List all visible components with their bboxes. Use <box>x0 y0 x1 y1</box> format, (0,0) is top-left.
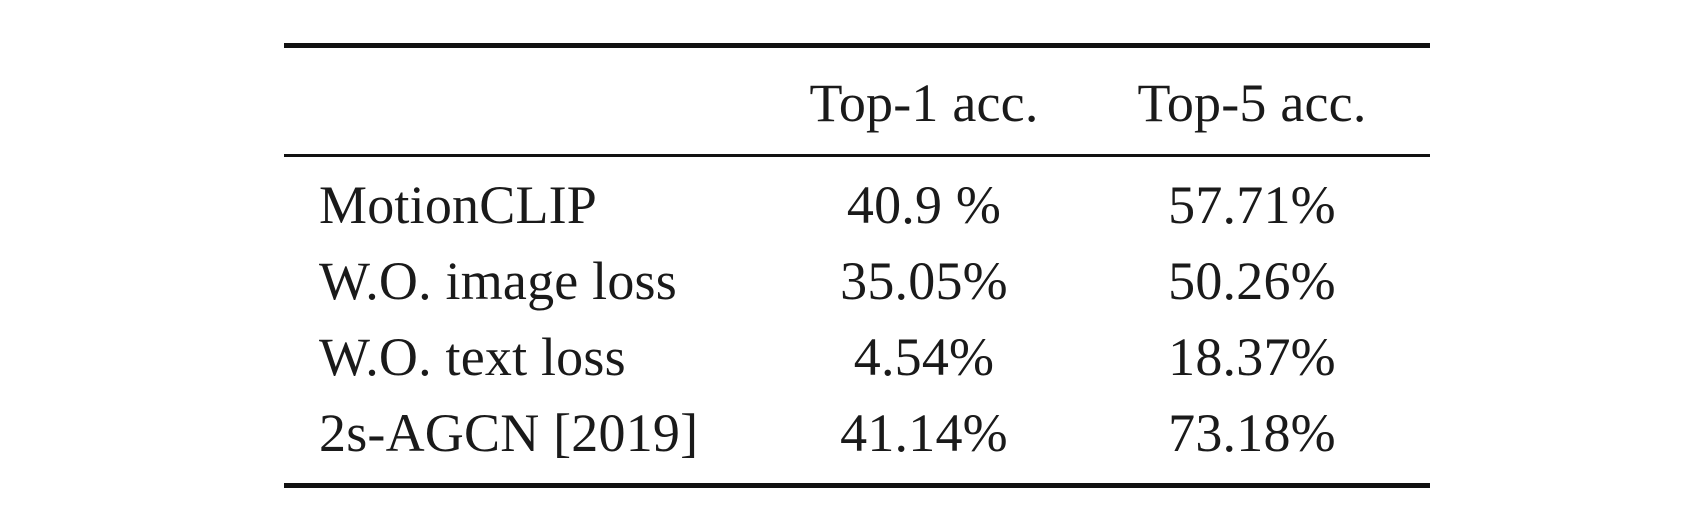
row-top1: 4.54% <box>853 327 995 387</box>
top-rule <box>284 43 1430 48</box>
header-top5-accuracy: Top-5 acc. <box>1137 73 1367 133</box>
bottom-rule <box>284 483 1430 488</box>
row-top1: 35.05% <box>840 251 1008 311</box>
row-top5: 57.71% <box>1168 175 1336 235</box>
table-row: 2s-AGCN [2019] 41.14% 73.18% <box>284 395 1430 471</box>
row-top1: 40.9 % <box>846 175 1002 235</box>
table-row: W.O. image loss 35.05% 50.26% <box>284 243 1430 319</box>
row-top5: 50.26% <box>1168 251 1336 311</box>
row-method: 2s-AGCN [2019] <box>319 403 699 463</box>
table-row: W.O. text loss 4.54% 18.37% <box>284 319 1430 395</box>
header-top1-accuracy: Top-1 acc. <box>809 73 1039 133</box>
row-top5: 18.37% <box>1168 327 1336 387</box>
row-top1: 41.14% <box>840 403 1008 463</box>
row-method: MotionCLIP <box>319 175 598 235</box>
header-rule <box>284 154 1430 157</box>
table-header-row: Top-1 acc. Top-5 acc. <box>284 48 1430 154</box>
row-method: W.O. text loss <box>319 327 626 387</box>
results-table: Top-1 acc. Top-5 acc. MotionCLIP 40.9 % … <box>284 43 1430 488</box>
row-method: W.O. image loss <box>319 251 677 311</box>
row-top5: 73.18% <box>1168 403 1336 463</box>
table-row: MotionCLIP 40.9 % 57.71% <box>284 167 1430 243</box>
